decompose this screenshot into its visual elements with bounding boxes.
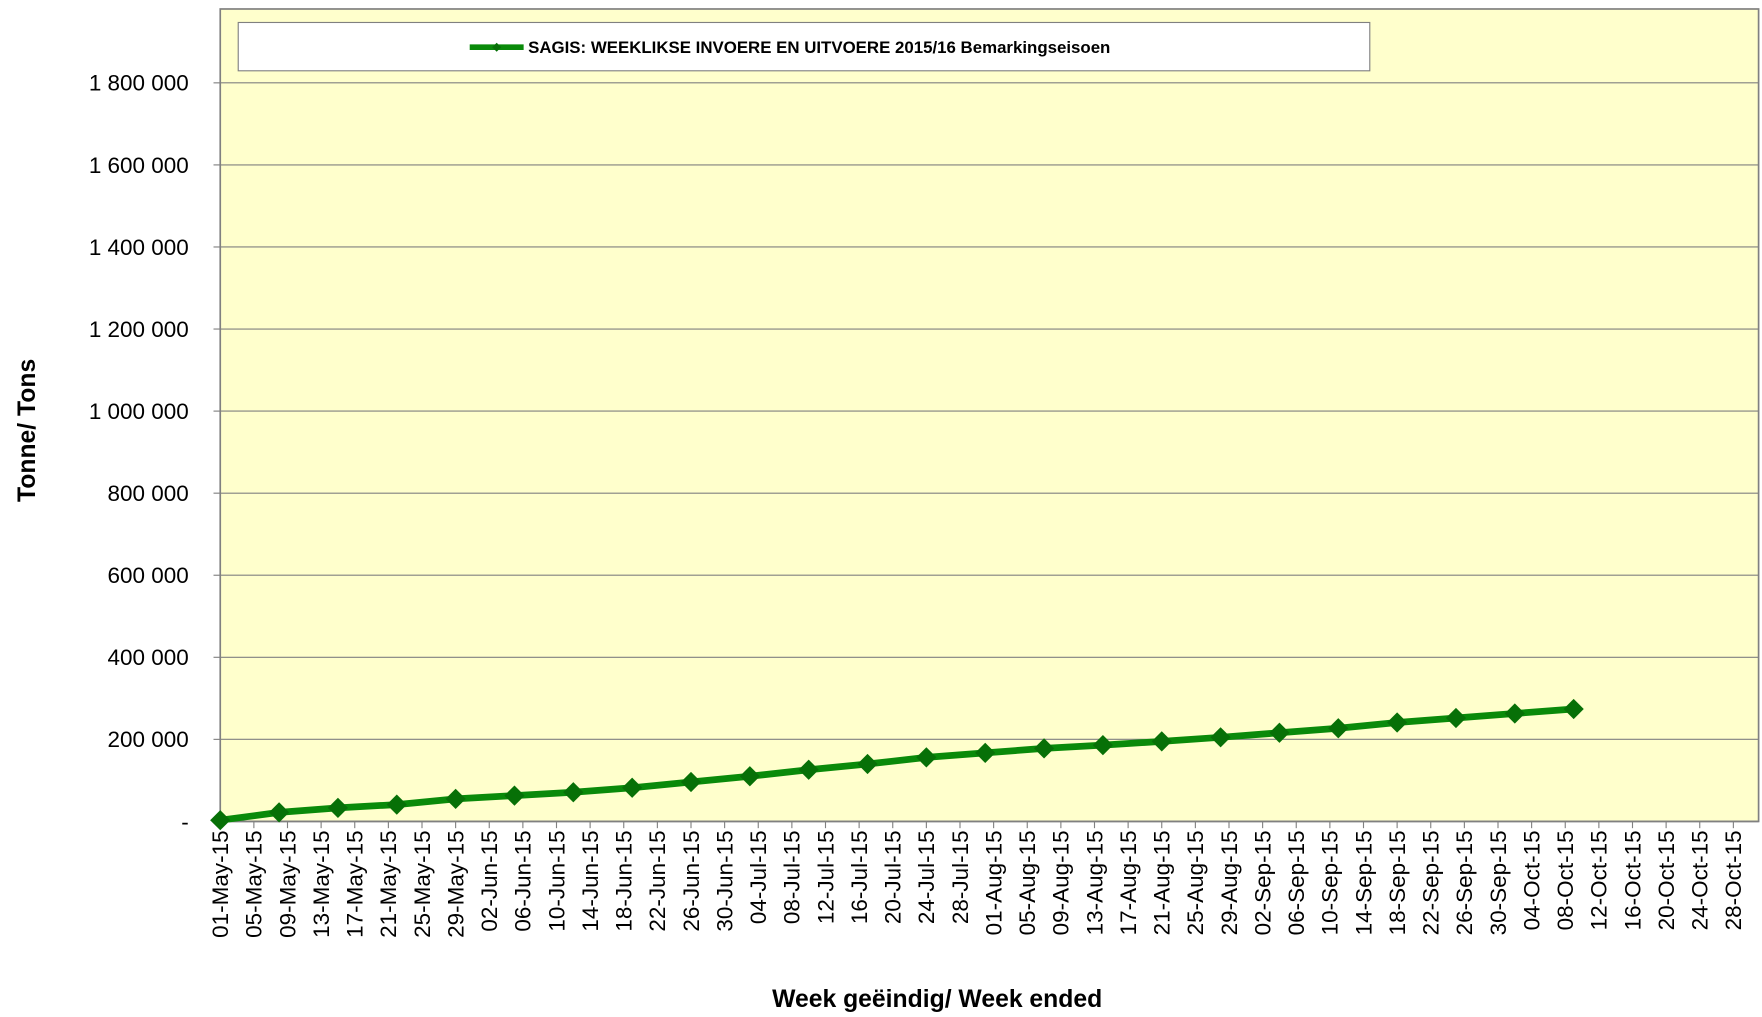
x-tick-label: 14-Sep-15	[1351, 830, 1376, 935]
marker	[1210, 727, 1231, 748]
x-tick-label: 29-May-15	[443, 830, 468, 937]
y-axis-label: Tonne/ Tons	[14, 359, 41, 502]
x-tick-label: 17-Aug-15	[1116, 830, 1141, 935]
x-axis-label: Week geëindig/ Week ended	[772, 986, 1102, 1013]
x-tick-label: 25-May-15	[410, 830, 435, 937]
x-tick-label: 21-May-15	[376, 830, 401, 937]
x-tick-label: 06-Sep-15	[1284, 830, 1309, 935]
marker	[622, 777, 643, 798]
marker	[210, 810, 231, 831]
x-tick-label: 02-Sep-15	[1250, 830, 1275, 935]
y-tick-label: 600 000	[108, 563, 189, 588]
x-tick-label: 21-Aug-15	[1150, 830, 1175, 935]
y-tick-label: 1 000 000	[89, 399, 189, 424]
marker	[1445, 707, 1467, 729]
x-tick-label: 25-Aug-15	[1183, 830, 1208, 935]
x-tick-label: 13-Aug-15	[1082, 830, 1107, 935]
x-tick-label: 12-Jul-15	[813, 830, 838, 924]
x-tick-label: 06-Jun-15	[511, 830, 536, 931]
marker	[445, 788, 466, 809]
legend-box	[237, 21, 1371, 72]
x-tick-label: 10-Sep-15	[1318, 830, 1343, 935]
x-tick-label: 10-Jun-15	[544, 830, 569, 931]
y-tick-label: 1 400 000	[89, 235, 189, 260]
x-tick-label: 01-Aug-15	[981, 830, 1006, 935]
y-tick-label: 400 000	[108, 645, 189, 670]
x-tick-label: 22-Sep-15	[1419, 830, 1444, 935]
x-tick-label: 22-Jun-15	[645, 830, 670, 931]
y-tick-label: 1 600 000	[89, 153, 189, 178]
legend-label: SAGIS: WEEKLIKSE INVOERE EN UITVOERE 201…	[528, 38, 1110, 57]
x-tick-label: 14-Jun-15	[578, 830, 603, 931]
x-tick-label: 01-May-15	[208, 830, 233, 937]
x-tick-label: 12-Oct-15	[1587, 830, 1612, 930]
x-tick-label: 17-May-15	[343, 830, 368, 937]
marker	[1563, 698, 1584, 720]
y-tick-label: -	[181, 809, 188, 834]
x-tick-label: 16-Oct-15	[1620, 830, 1645, 930]
x-tick-label: 16-Jul-15	[847, 830, 872, 924]
marker	[1269, 722, 1290, 743]
x-tick-label: 30-Jun-15	[712, 830, 737, 931]
x-tick-label: 24-Jul-15	[914, 830, 939, 924]
x-tick-label: 08-Oct-15	[1553, 830, 1578, 930]
y-tick-label: 200 000	[108, 727, 189, 752]
x-tick-label: 28-Jul-15	[948, 830, 973, 924]
x-tick-label: 26-Jun-15	[679, 830, 704, 931]
x-tick-label: 04-Jul-15	[746, 830, 771, 924]
x-tick-label: 20-Oct-15	[1654, 830, 1679, 930]
marker	[798, 759, 819, 780]
y-tick-label: 800 000	[108, 481, 189, 506]
y-tick-label: 1 800 000	[89, 71, 189, 96]
x-tick-label: 09-Aug-15	[1049, 830, 1074, 935]
marker	[327, 797, 349, 818]
plot-area	[219, 8, 1760, 823]
x-tick-label: 18-Sep-15	[1385, 830, 1410, 935]
x-tick-label: 30-Sep-15	[1486, 830, 1511, 935]
x-tick-label: 28-Oct-15	[1721, 830, 1746, 930]
x-tick-label: 04-Oct-15	[1519, 830, 1544, 930]
grid	[220, 82, 1759, 740]
marker	[1504, 703, 1525, 724]
line	[219, 705, 1574, 824]
x-tick-label: 08-Jul-15	[780, 830, 805, 924]
x-tick-label: 29-Aug-15	[1217, 830, 1242, 935]
x-tick-label: 18-Jun-15	[612, 830, 637, 931]
marker	[916, 747, 937, 768]
x-tick-label: 02-Jun-15	[477, 830, 502, 931]
x-tick-label: 09-May-15	[275, 830, 300, 937]
x-tick-label: 05-Aug-15	[1015, 830, 1040, 935]
x-tick-label: 13-May-15	[309, 830, 334, 937]
x-tick-label: 05-May-15	[242, 830, 267, 937]
x-tick-label: 20-Jul-15	[881, 830, 906, 924]
x-tick-label: 26-Sep-15	[1452, 830, 1477, 935]
marker	[386, 794, 407, 815]
chart-body: SAGIS: WEEKLIKSE INVOERE EN UITVOERE 201…	[14, 8, 1760, 1013]
y-tick-label: 1 200 000	[89, 317, 189, 342]
x-tick-label: 24-Oct-15	[1688, 830, 1713, 930]
marker	[1328, 718, 1349, 739]
